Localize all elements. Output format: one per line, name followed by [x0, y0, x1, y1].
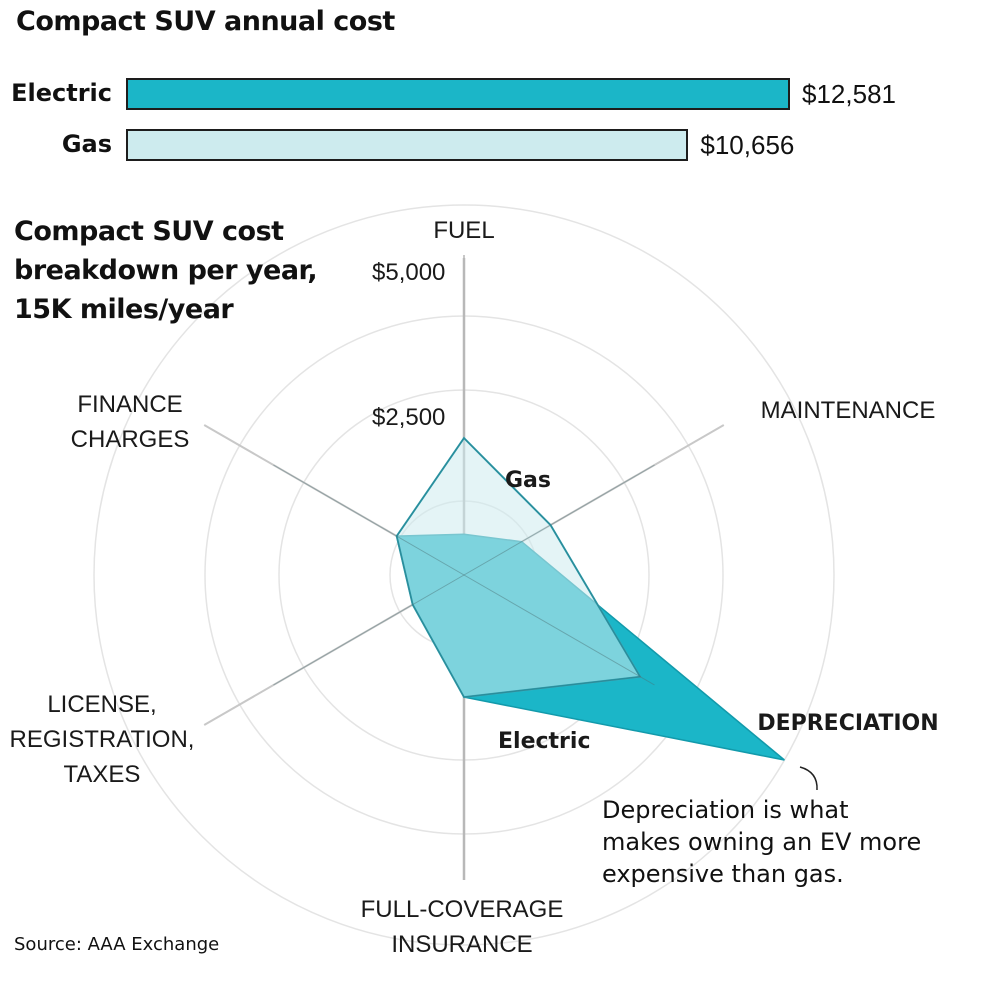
radar-chart-title: Compact SUV cost breakdown per year, 15K… [14, 216, 318, 325]
annotation-connector [799, 766, 818, 791]
ring-tick-label: $5,000 [372, 259, 445, 286]
bar-gas [126, 129, 689, 161]
annotation-line: expensive than gas. [602, 860, 844, 888]
bar-value-label-electric: $12,581 [802, 79, 896, 109]
bar-category-label-gas: Gas [61, 130, 112, 158]
axis-label: DEPRECIATION [757, 711, 938, 736]
axis-label: MAINTENANCE [761, 397, 936, 424]
annotation-line: Depreciation is what [602, 796, 849, 824]
axis-label: INSURANCE [391, 931, 532, 958]
series-label-electric: Electric [498, 729, 590, 754]
ring-tick-label: $2,500 [372, 404, 445, 431]
bar-chart-title: Compact SUV annual cost [16, 6, 395, 37]
axis-label: FULL-COVERAGE [361, 896, 564, 923]
axis-spoke-overlay [463, 464, 655, 576]
axis-spoke-overlay [273, 464, 465, 576]
gas-series-outline [395, 436, 642, 698]
bar-electric [126, 78, 790, 110]
grid-ring [93, 204, 835, 946]
bar-category-label-electric: Electric [11, 79, 112, 107]
bar-value-label-gas: $10,656 [700, 130, 795, 160]
axis-label: TAXES [64, 761, 141, 788]
axis-label: LICENSE, [47, 691, 156, 718]
axis-spoke-overlay [463, 574, 655, 686]
series-label-gas: Gas [505, 468, 551, 493]
axis-label: FINANCE [77, 391, 182, 418]
annotation-line: makes owning an EV more [602, 828, 922, 856]
axis-label: REGISTRATION, [10, 726, 195, 753]
axis-label: CHARGES [71, 426, 190, 453]
source-note: Source: AAA Exchange [14, 934, 220, 955]
axis-spoke-overlay [273, 574, 465, 686]
axis-label: FUEL [433, 217, 494, 244]
depreciation-annotation: Depreciation is what makes owning an EV … [602, 794, 962, 890]
